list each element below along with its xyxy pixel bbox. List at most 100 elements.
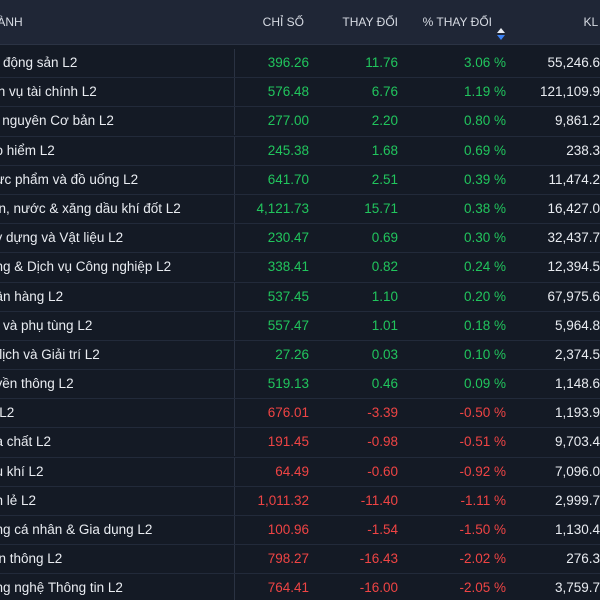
table-row[interactable]: ế L2 676.01 -3.39 -0.50 % 1,193.9 — [0, 399, 600, 429]
sector-name-cell: àng & Dịch vụ Công nghiệp L2 — [0, 259, 172, 275]
column-header-percent-change[interactable]: % THAY ĐỔI — [410, 0, 506, 44]
table-row[interactable]: óa chất L2 191.45 -0.98 -0.51 % 9,703.4 — [0, 428, 600, 458]
percent-change-cell: -2.05 % — [459, 580, 506, 596]
sector-name-cell: gân hàng L2 — [0, 288, 64, 304]
column-header-change[interactable]: THAY ĐỔI — [342, 15, 398, 29]
index-value-cell: 1,011.32 — [234, 486, 311, 515]
table-row[interactable]: ông nghệ Thông tin L2 764.41 -16.00 -2.05 %… — [0, 574, 600, 600]
sector-name-cell: ây dựng và Vật liệu L2 — [0, 230, 124, 246]
index-value-cell: 100.96 — [234, 516, 311, 544]
volume-cell: 55,246.6 — [547, 55, 600, 70]
percent-change-cell: 3.06 % — [463, 55, 506, 70]
sector-name-cell: u lịch và Giải trí L2 — [0, 346, 100, 362]
table-row[interactable]: iễn thông L2 798.27 -16.43 -2.02 % 276.3 — [0, 545, 600, 575]
volume-cell: 2,999.7 — [554, 492, 600, 508]
volume-cell: 12,394.5 — [547, 259, 600, 275]
index-value-cell: 277.00 — [234, 107, 311, 136]
change-value-cell: 1.68 — [371, 142, 398, 158]
table-row[interactable]: ất động sản L2 396.26 11.76 3.06 % 55,246.6 — [0, 49, 600, 79]
index-value-cell: 245.38 — [234, 136, 311, 165]
index-value-cell: 191.45 — [234, 428, 311, 457]
volume-cell: 3,759.7 — [554, 580, 600, 596]
index-value-cell: 4,121.73 — [234, 194, 311, 223]
volume-cell: 5,964.8 — [554, 317, 600, 333]
change-value-cell: -0.98 — [367, 434, 398, 450]
index-value-cell: 676.01 — [234, 399, 311, 428]
column-header-percent-change-label: % THAY ĐỔI — [422, 15, 492, 29]
index-value-cell: 537.45 — [234, 282, 311, 311]
sector-name-cell: ất động sản L2 — [0, 55, 78, 70]
change-value-cell: 0.46 — [371, 376, 398, 392]
percent-change-cell: 0.09 % — [463, 376, 506, 392]
sector-name-cell: ịch vụ tài chính L2 — [0, 84, 97, 100]
table-row[interactable]: uyền thông L2 519.13 0.46 0.09 % 1,148.6 — [0, 370, 600, 400]
index-value-cell: 557.47 — [234, 311, 311, 340]
change-value-cell: 0.69 — [371, 230, 398, 246]
sector-name-cell: àng cá nhân & Gia dụng L2 — [0, 522, 153, 537]
change-value-cell: -16.43 — [359, 551, 398, 567]
volume-cell: 276.3 — [566, 551, 600, 567]
percent-change-cell: 0.10 % — [463, 346, 506, 362]
sector-name-cell: ông nghệ Thông tin L2 — [0, 580, 123, 596]
index-value-cell: 230.47 — [234, 224, 311, 253]
change-value-cell: 15.71 — [364, 200, 398, 216]
change-value-cell: -11.40 — [360, 492, 398, 508]
change-value-cell: 2.20 — [371, 113, 398, 129]
table-row[interactable]: ây dựng và Vật liệu L2 230.47 0.69 0.30 % 32… — [0, 224, 600, 254]
index-value-cell: 396.26 — [234, 49, 311, 77]
index-value-cell: 338.41 — [234, 253, 311, 282]
table-row[interactable]: tô và phụ tùng L2 557.47 1.01 0.18 % 5,964.8 — [0, 311, 600, 341]
table-row[interactable]: án lẻ L2 1,011.32 -11.40 -1.11 % 2,999.7 — [0, 486, 600, 516]
volume-cell: 9,861.2 — [554, 113, 600, 129]
sort-icon[interactable] — [496, 15, 506, 40]
table-row[interactable]: iện, nước & xăng dầu khí đốt L2 4,121.73 1… — [0, 194, 600, 225]
sector-name-cell: iện, nước & xăng dầu khí đốt L2 — [0, 200, 181, 216]
sector-name-cell: uyền thông L2 — [0, 376, 74, 392]
change-value-cell: 1.10 — [371, 288, 398, 304]
percent-change-cell: 1.19 % — [463, 84, 506, 100]
index-value-cell: 27.26 — [234, 340, 311, 369]
change-value-cell: -16.00 — [359, 580, 398, 596]
change-value-cell: 0.82 — [371, 259, 398, 275]
percent-change-cell: 0.24 % — [463, 259, 506, 275]
table-body: ất động sản L2 396.26 11.76 3.06 % 55,246.6 ị… — [0, 49, 600, 600]
table-row[interactable]: hực phẩm và đồ uống L2 641.70 2.51 0.39 % 11… — [0, 165, 600, 195]
index-value-cell: 519.13 — [234, 370, 311, 399]
table-row[interactable]: ịch vụ tài chính L2 576.48 6.76 1.19 % 121,1… — [0, 78, 600, 108]
volume-cell: 1,130.4 — [554, 522, 600, 537]
volume-cell: 67,975.6 — [547, 288, 600, 304]
table-row[interactable]: ảo hiểm L2 245.38 1.68 0.69 % 238.3 — [0, 136, 600, 166]
column-header-volume[interactable]: KL KHỚ — [583, 15, 600, 29]
percent-change-cell: 0.39 % — [463, 171, 506, 187]
index-value-cell: 64.49 — [234, 457, 311, 486]
sector-name-cell: ầu khí L2 — [0, 463, 44, 479]
table-row[interactable]: ài nguyên Cơ bản L2 277.00 2.20 0.80 % 9,861… — [0, 107, 600, 137]
change-value-cell: 11.76 — [365, 55, 398, 70]
volume-cell: 11,474.2 — [548, 171, 600, 187]
percent-change-cell: 0.30 % — [463, 230, 506, 246]
volume-cell: 1,193.9 — [554, 405, 600, 421]
change-value-cell: 2.51 — [371, 171, 398, 187]
table-row[interactable]: àng cá nhân & Gia dụng L2 100.96 -1.54 -1.5… — [0, 516, 600, 546]
column-header-index[interactable]: CHỈ SỐ — [262, 15, 304, 29]
index-value-cell: 764.41 — [234, 574, 311, 600]
volume-cell: 32,437.7 — [547, 230, 600, 246]
table-row[interactable]: gân hàng L2 537.45 1.10 0.20 % 67,975.6 — [0, 282, 600, 312]
table-row[interactable]: u lịch và Giải trí L2 27.26 0.03 0.10 % 2,37… — [0, 340, 600, 371]
change-value-cell: 1.01 — [371, 317, 398, 333]
percent-change-cell: 0.18 % — [463, 317, 506, 333]
column-header-sector[interactable]: GÀNH — [0, 15, 23, 29]
change-value-cell: 6.76 — [371, 84, 398, 100]
percent-change-cell: -2.02 % — [459, 551, 506, 567]
sector-name-cell: ế L2 — [0, 405, 15, 421]
table-row[interactable]: ầu khí L2 64.49 -0.60 -0.92 % 7,096.0 — [0, 457, 600, 487]
percent-change-cell: 0.80 % — [463, 113, 506, 129]
volume-cell: 9,703.4 — [554, 434, 600, 450]
table-row[interactable]: àng & Dịch vụ Công nghiệp L2 338.41 0.82 0.… — [0, 253, 600, 283]
volume-cell: 2,374.5 — [554, 346, 600, 362]
percent-change-cell: 0.69 % — [463, 142, 506, 158]
percent-change-cell: 0.20 % — [463, 288, 506, 304]
volume-cell: 7,096.0 — [554, 463, 600, 479]
sector-name-cell: óa chất L2 — [0, 434, 52, 450]
